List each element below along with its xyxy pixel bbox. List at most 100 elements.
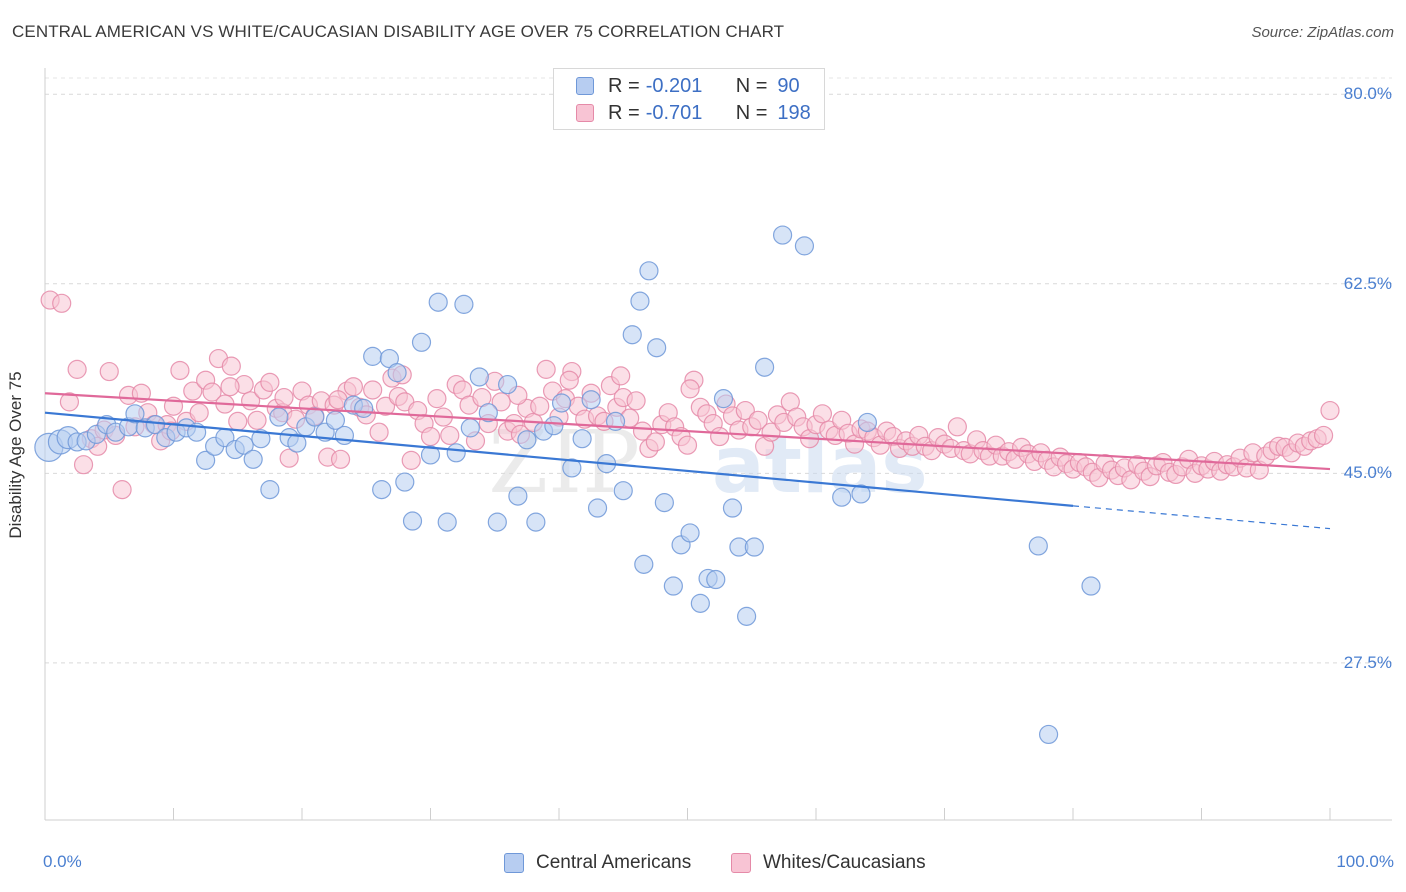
trend-lines	[44, 392, 1331, 530]
r-value: -0.701	[645, 101, 703, 124]
data-point	[67, 359, 87, 379]
blue-swatch-icon	[504, 853, 524, 873]
data-point	[857, 412, 878, 433]
data-point	[544, 416, 564, 436]
y-axis-label: Disability Age Over 75	[6, 371, 25, 539]
data-point	[1313, 425, 1334, 446]
legend-label: Central Americans	[536, 852, 692, 873]
data-point	[305, 407, 325, 427]
data-point	[735, 400, 755, 421]
data-point	[189, 403, 209, 423]
data-point	[279, 448, 299, 468]
data-point	[260, 480, 280, 500]
data-point	[395, 472, 415, 492]
data-point	[202, 382, 222, 402]
data-point	[460, 418, 480, 438]
data-point	[632, 421, 653, 441]
data-point	[234, 435, 254, 455]
data-point	[645, 432, 665, 452]
data-point	[677, 435, 698, 455]
y-tick-label: 45.0%	[1343, 463, 1392, 483]
r-label: R =	[608, 74, 640, 97]
data-point	[401, 450, 421, 470]
data-point	[334, 425, 355, 446]
data-point	[581, 390, 601, 410]
data-point	[663, 576, 683, 596]
data-point	[587, 498, 608, 518]
y-tick-label: 80.0%	[1343, 84, 1392, 104]
data-point	[387, 363, 407, 383]
data-point	[354, 398, 374, 418]
legend-label: Whites/Caucasians	[763, 852, 926, 873]
data-point	[170, 360, 190, 381]
data-point	[73, 455, 94, 475]
pink-swatch-icon	[731, 853, 751, 873]
blue-swatch-icon	[576, 77, 594, 95]
data-point	[269, 407, 289, 427]
data-point	[260, 372, 280, 392]
data-point	[196, 450, 216, 470]
n-label: N =	[735, 74, 768, 97]
data-point	[1038, 724, 1059, 745]
data-point	[713, 389, 734, 409]
x-tick-label: 100.0%	[1336, 852, 1394, 871]
data-point	[125, 404, 145, 424]
data-point	[647, 338, 667, 358]
data-point	[287, 433, 307, 453]
data-point	[59, 392, 80, 412]
data-point	[428, 292, 448, 312]
data-point	[420, 445, 441, 465]
data-point	[220, 377, 240, 397]
data-point	[446, 443, 466, 463]
data-point	[99, 361, 119, 382]
data-point	[52, 293, 72, 313]
data-point	[330, 449, 351, 469]
data-point	[722, 498, 743, 518]
data-point	[812, 404, 833, 424]
data-point	[469, 367, 489, 387]
data-point	[274, 387, 294, 408]
data-point	[706, 569, 726, 590]
data-point	[247, 410, 267, 430]
data-point	[375, 396, 396, 416]
data-point	[363, 380, 383, 400]
n-value: 90	[777, 74, 800, 97]
data-point	[508, 486, 528, 506]
data-point	[536, 359, 556, 379]
data-point	[372, 480, 392, 500]
central-americans-points	[34, 225, 1101, 745]
pink-swatch-icon	[576, 104, 594, 122]
data-point	[634, 554, 654, 574]
data-point	[851, 484, 871, 504]
data-point	[947, 417, 967, 437]
data-point	[369, 422, 389, 442]
stats-legend: R = -0.201 N = 90 R = -0.701 N = 198	[553, 68, 825, 130]
data-point	[748, 410, 768, 430]
data-point	[754, 357, 775, 377]
stats-row-central-americans[interactable]: R = -0.201 N = 90	[576, 73, 800, 99]
data-point	[551, 393, 572, 413]
data-point	[654, 493, 674, 513]
source-label[interactable]: Source: ZipAtlas.com	[1251, 24, 1394, 41]
data-point	[498, 374, 518, 395]
data-point	[437, 512, 457, 532]
data-point	[526, 512, 546, 532]
data-point	[440, 425, 460, 446]
data-point	[772, 225, 793, 245]
stats-row-whites-caucasians[interactable]: R = -0.701 N = 198	[576, 100, 811, 126]
data-point	[559, 370, 579, 390]
data-point	[744, 537, 764, 557]
data-point	[613, 481, 633, 501]
legend-item-central-americans[interactable]: Central Americans	[504, 852, 691, 874]
n-label: N =	[735, 101, 768, 124]
data-point	[710, 426, 730, 447]
data-point	[1081, 576, 1101, 596]
data-point	[1320, 400, 1340, 421]
data-point	[737, 606, 757, 626]
legend-item-whites-caucasians[interactable]: Whites/Caucasians	[731, 852, 926, 874]
n-value: 198	[777, 101, 811, 124]
data-point	[491, 392, 511, 412]
data-point	[680, 523, 700, 543]
data-point	[794, 236, 815, 256]
